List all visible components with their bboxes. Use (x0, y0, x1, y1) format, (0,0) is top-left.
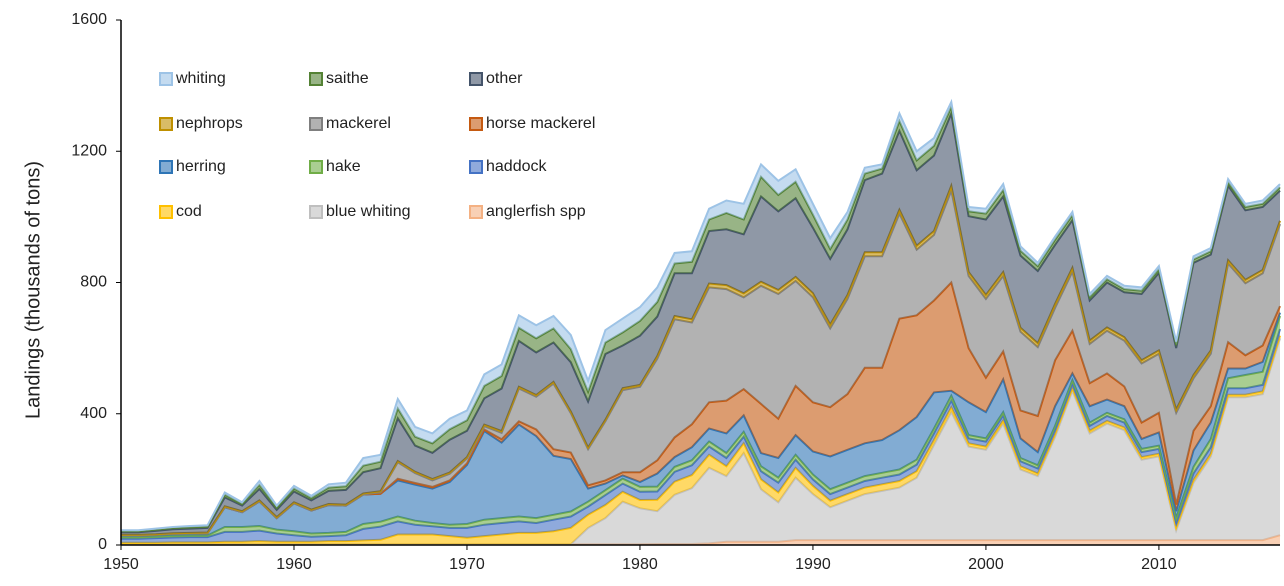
y-tick-label: 800 (80, 274, 107, 291)
y-tick-label: 0 (98, 536, 107, 553)
x-tick-label: 1980 (622, 556, 658, 573)
legend-label: herring (176, 158, 226, 175)
legend-swatch (469, 205, 483, 219)
y-tick-label: 1600 (71, 11, 107, 28)
legend-label: saithe (326, 70, 369, 87)
x-tick-label: 2000 (968, 556, 1004, 573)
y-tick-label: 400 (80, 405, 107, 422)
legend-swatch (469, 117, 483, 131)
legend-label: hake (326, 158, 361, 175)
area-fill (121, 107, 1280, 533)
area-fill (121, 338, 1280, 545)
legend-swatch (469, 160, 483, 174)
legend-label: cod (176, 203, 202, 220)
x-tick-label: 1990 (795, 556, 831, 573)
legend-swatch (309, 160, 323, 174)
x-tick-label: 1970 (449, 556, 485, 573)
legend-label: horse mackerel (486, 115, 595, 132)
area-fill (121, 113, 1280, 535)
legend-swatch (159, 72, 173, 86)
legend-label: whiting (175, 70, 226, 87)
legend-label: anglerfish spp (486, 203, 586, 220)
legend-swatch (159, 205, 173, 219)
legend-swatch (309, 117, 323, 131)
x-tick-label: 1960 (276, 556, 312, 573)
area-edge (121, 98, 1281, 532)
area-fill (121, 535, 1280, 545)
y-axis-title: Landings (thousands of tons) (22, 161, 44, 419)
legend-swatch (159, 117, 173, 131)
x-tick-label: 1950 (103, 556, 139, 573)
area-fill (121, 282, 1280, 536)
legend-label: other (486, 70, 523, 87)
legend-label: nephrops (176, 115, 243, 132)
y-tick-label: 1200 (71, 142, 107, 159)
legend-label: mackerel (326, 115, 391, 132)
legend-swatch (159, 160, 173, 174)
x-tick-label: 2010 (1141, 556, 1177, 573)
legend-swatch (309, 205, 323, 219)
area-fill (121, 102, 1280, 532)
legend-swatch (469, 72, 483, 86)
area-fill (121, 190, 1280, 536)
legend-label: blue whiting (326, 203, 411, 220)
legend-swatch (309, 72, 323, 86)
legend-label: haddock (486, 158, 547, 175)
